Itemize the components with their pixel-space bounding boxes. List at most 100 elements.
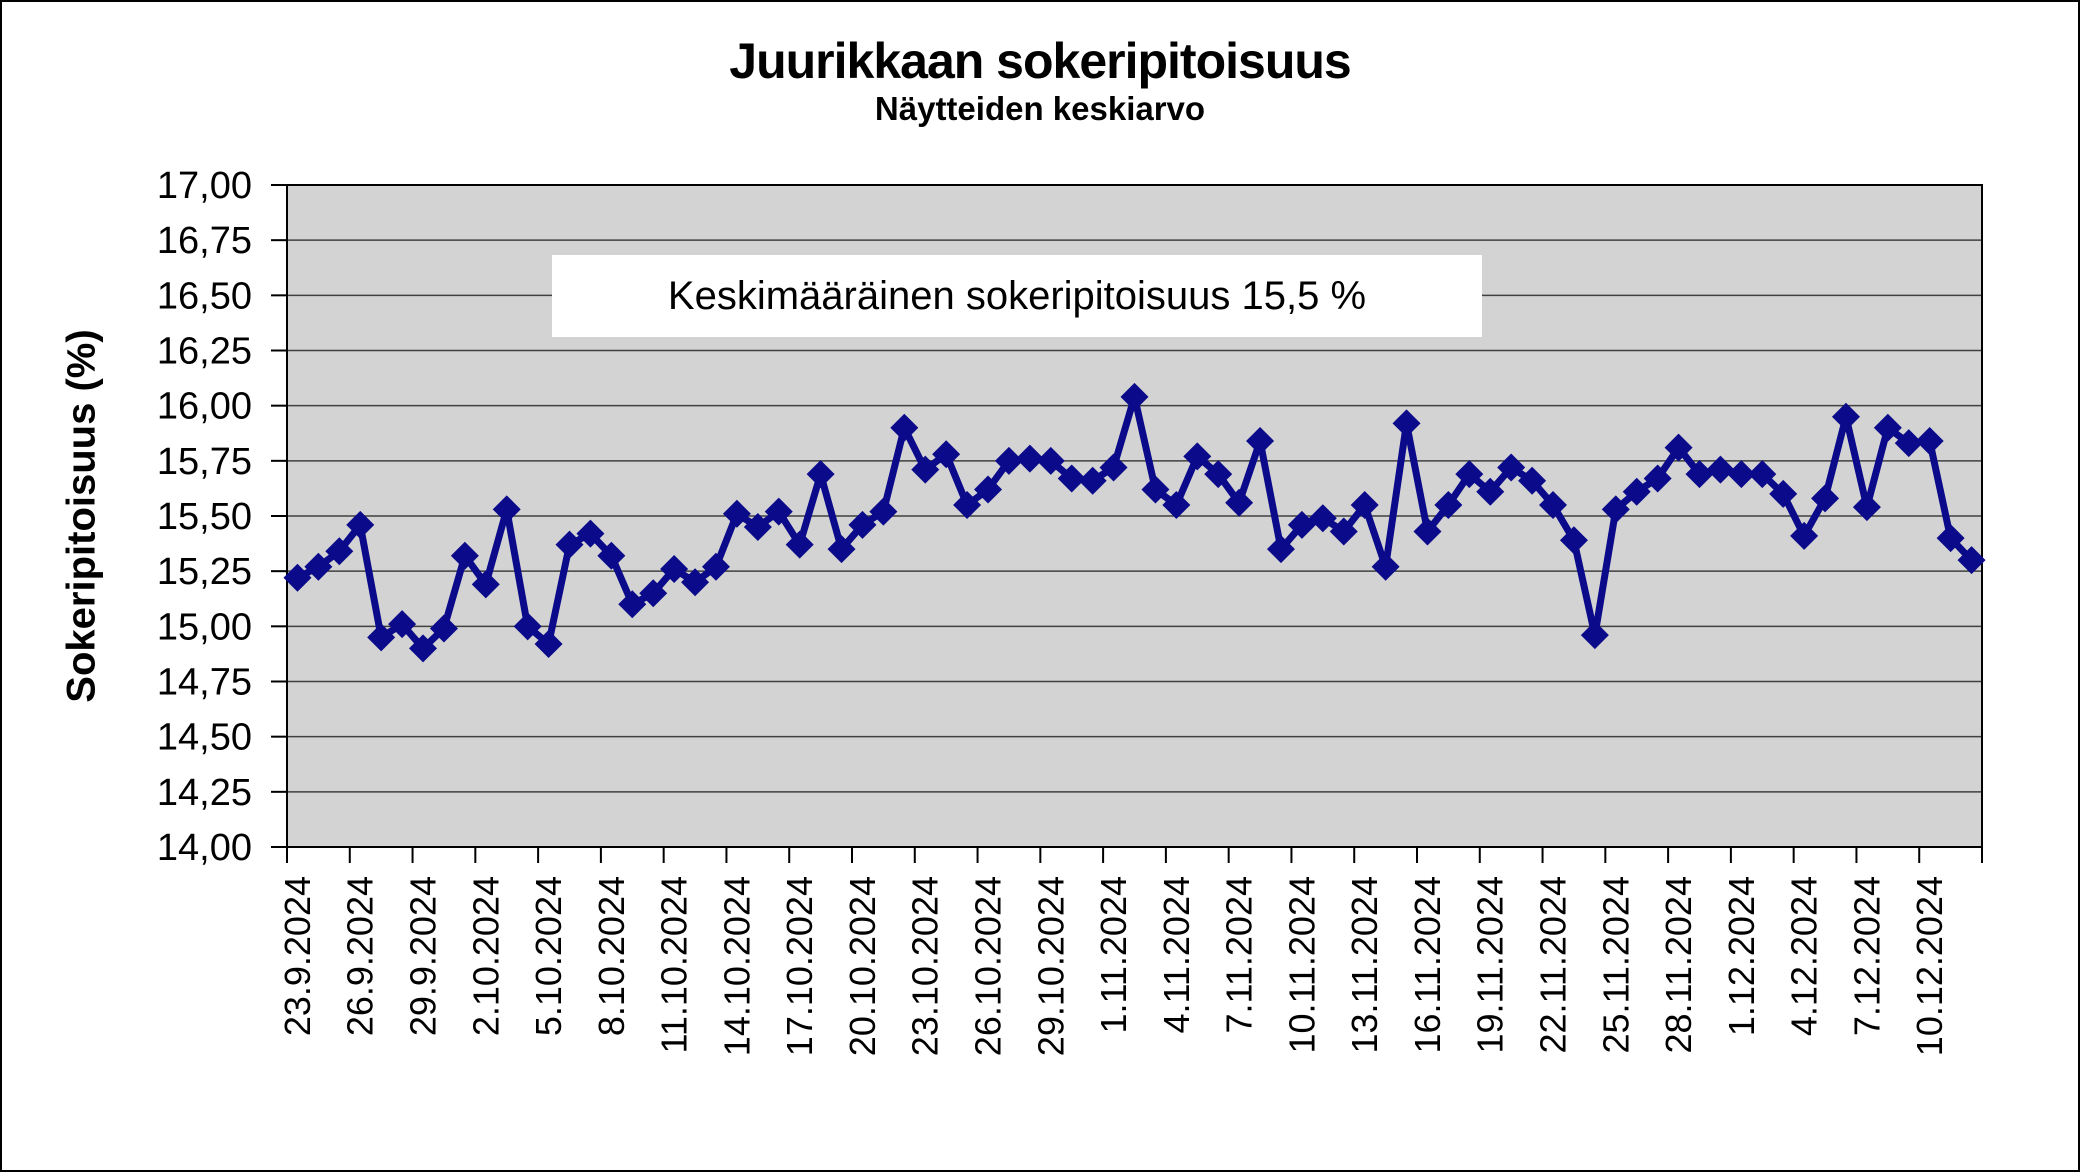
y-tick-label: 14,00 [157,827,252,869]
data-point-marker [1539,490,1568,519]
data-point-marker [325,537,354,566]
x-tick-label: 11.10.2024 [654,876,695,1054]
data-point-marker [576,519,605,548]
data-point-marker [409,634,438,663]
data-point-marker [1518,466,1547,495]
data-point-marker [848,510,877,539]
data-point-marker [555,530,584,559]
data-point-marker [597,541,626,570]
x-axis-ticks [286,847,1983,863]
data-point-marker [1015,444,1044,473]
y-axis-labels: 17,00 16,75 16,50 16,25 16,00 15,75 15,50 15,25… [157,165,252,869]
data-point-marker [534,629,563,658]
data-point-marker [827,535,856,564]
y-tick-label: 15,00 [157,606,252,648]
data-point-marker [681,568,710,597]
y-tick-label: 15,25 [157,551,252,593]
data-point-marker [1392,409,1421,438]
data-point-marker [513,612,542,641]
data-point-marker [994,446,1023,475]
x-tick-label: 16.11.2024 [1407,876,1448,1054]
data-point-marker [890,413,919,442]
data-point-marker [1246,426,1275,455]
x-tick-label: 8.10.2024 [591,876,632,1036]
annotation-box: Keskimääräinen sokeripitoisuus 15,5 % [552,255,1482,337]
data-point-marker [471,570,500,599]
x-tick-label: 29.9.2024 [403,876,444,1036]
data-point-marker [1287,510,1316,539]
data-point-marker [1559,526,1588,555]
chart-title: Juurikkaan sokeripitoisuus [729,33,1351,89]
data-point-marker [764,497,793,526]
data-point-marker [806,460,835,489]
data-point-marker [1790,521,1819,550]
series-markers [283,382,1986,663]
data-point-marker [450,541,479,570]
data-point-marker [1162,490,1191,519]
data-point-marker [1350,490,1379,519]
x-tick-label: 26.9.2024 [340,876,381,1036]
y-axis-ticks [271,184,287,848]
data-point-marker [1852,493,1881,522]
data-point-marker [1057,464,1086,493]
data-point-marker [1811,484,1840,513]
x-tick-label: 20.10.2024 [842,876,883,1056]
y-tick-label: 15,50 [157,496,252,538]
data-point-marker [1643,464,1672,493]
data-point-marker [304,552,333,581]
data-point-marker [429,614,458,643]
x-tick-label: 7.11.2024 [1219,876,1260,1033]
x-tick-label: 25.11.2024 [1595,876,1636,1054]
x-tick-label: 13.11.2024 [1344,876,1385,1054]
data-point-marker [1099,453,1128,482]
x-tick-label: 1.12.2024 [1721,876,1762,1036]
y-tick-label: 14,25 [157,772,252,814]
data-point-marker [1580,621,1609,650]
data-point-marker [1036,446,1065,475]
data-point-marker [1894,429,1923,458]
x-tick-label: 14.10.2024 [716,876,757,1056]
x-tick-label: 4.11.2024 [1156,876,1197,1033]
data-point-marker [953,490,982,519]
data-point-marker [1957,546,1986,575]
data-point-marker [1204,460,1233,489]
x-tick-label: 23.10.2024 [905,876,946,1056]
data-point-marker [911,455,940,484]
data-point-marker [283,563,312,592]
data-point-marker [743,513,772,542]
data-point-marker [1329,517,1358,546]
data-point-marker [1308,504,1337,533]
x-axis-labels: 23.9.2024 26.9.2024 29.9.2024 2.10.2024 5.10… [277,876,1950,1056]
data-point-marker [618,590,647,619]
data-point-marker [367,623,396,652]
y-tick-label: 14,75 [157,662,252,704]
y-tick-label: 16,75 [157,220,252,262]
y-tick-label: 15,75 [157,441,252,483]
data-point-marker [932,440,961,469]
data-point-marker [1831,402,1860,431]
data-point-marker [1476,477,1505,506]
y-tick-label: 16,50 [157,275,252,317]
x-tick-label: 7.12.2024 [1846,876,1887,1036]
y-tick-label: 17,00 [157,165,252,207]
data-point-marker [1183,442,1212,471]
x-tick-label: 29.10.2024 [1030,876,1071,1056]
plot-area-border [286,184,1983,848]
x-tick-label: 17.10.2024 [779,876,820,1056]
data-point-marker [639,579,668,608]
x-tick-label: 23.9.2024 [277,876,318,1036]
data-point-marker [1873,413,1902,442]
x-tick-label: 28.11.2024 [1658,876,1699,1054]
data-point-marker [1434,490,1463,519]
data-point-marker [1497,453,1526,482]
data-point-marker [1915,426,1944,455]
data-point-marker [660,554,689,583]
annotation-text: Keskimääräinen sokeripitoisuus 15,5 % [667,273,1367,318]
data-point-marker [492,495,521,524]
data-point-marker [1727,460,1756,489]
data-point-marker [722,499,751,528]
data-point-marker [785,530,814,559]
x-tick-label: 5.10.2024 [528,876,569,1036]
